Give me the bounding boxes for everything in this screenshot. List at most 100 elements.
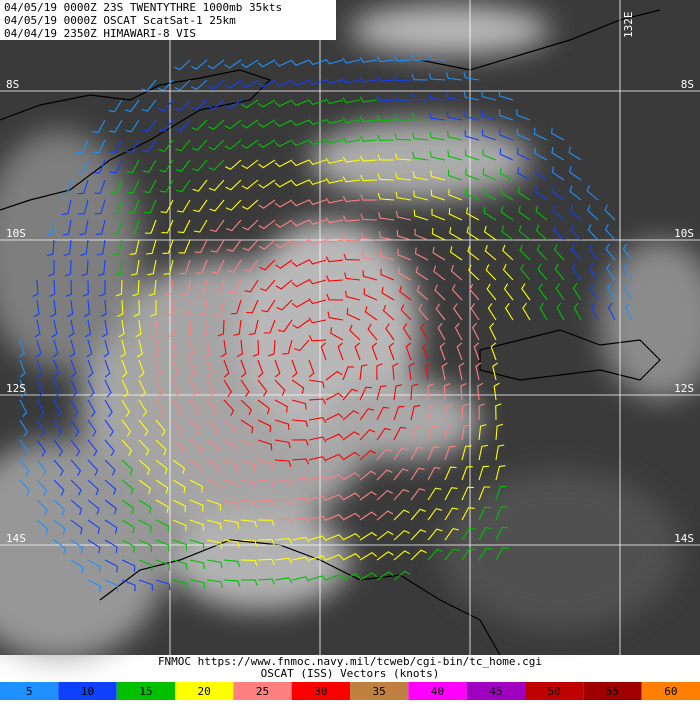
wind-barb [70, 359, 77, 378]
wind-barb [113, 239, 123, 256]
wind-barb [473, 342, 480, 361]
wind-barb [189, 479, 203, 493]
wind-barb [308, 436, 327, 443]
wind-barb [291, 139, 310, 147]
wind-barb [240, 499, 257, 509]
wind-barb [444, 527, 460, 541]
wind-barb [258, 219, 276, 230]
wind-barb [274, 577, 293, 584]
wind-barb [64, 259, 72, 277]
wind-barb [325, 118, 344, 125]
wind-barb [291, 379, 305, 394]
wind-barb [175, 139, 191, 152]
wind-barb [482, 148, 497, 161]
wind-barb [325, 473, 344, 481]
wind-barb [206, 519, 222, 530]
wind-barb [87, 499, 100, 515]
wind-barb [153, 339, 160, 358]
wind-barb [121, 399, 130, 418]
wind-barb [87, 559, 101, 573]
wind-barb [539, 302, 548, 321]
wind-barb [308, 179, 327, 186]
wind-barb [377, 173, 395, 181]
wind-barb [428, 53, 446, 61]
wind-barb [223, 519, 240, 529]
wind-barb [217, 319, 225, 337]
wind-barb [395, 191, 412, 201]
wind-barb [242, 239, 259, 251]
wind-barb [146, 239, 157, 255]
footer-line: FNMOC https://www.fnmoc.navy.mil/tcweb/c… [158, 655, 542, 668]
wind-barb [308, 139, 327, 146]
wind-barb [155, 499, 169, 513]
wind-barb [121, 379, 129, 398]
wind-barb [224, 139, 242, 150]
wind-barb [104, 539, 118, 553]
wind-barb [19, 379, 27, 398]
wind-barb [166, 299, 174, 317]
wind-barb [70, 499, 83, 515]
wind-barb [53, 459, 64, 477]
wind-barb [428, 73, 446, 81]
wind-barb [276, 299, 293, 311]
wind-barb [174, 119, 191, 132]
wind-barb [70, 559, 84, 574]
wind-barb [291, 259, 310, 267]
wind-barb [535, 224, 548, 241]
wind-barb [359, 491, 377, 501]
wind-barb [394, 74, 412, 82]
wind-barb [461, 527, 476, 541]
wind-barb [572, 283, 582, 301]
wind-barb [325, 574, 344, 581]
wind-barb [240, 399, 252, 416]
wind-barb [208, 139, 225, 151]
wind-barb [292, 319, 310, 329]
wind-barb [376, 427, 391, 441]
header-line: 04/05/19 0000Z OSCAT ScatSat-1 25km [4, 14, 236, 27]
wind-barb [94, 199, 106, 215]
wind-barb [257, 519, 275, 527]
wind-barb [104, 379, 112, 398]
wind-barb [483, 225, 497, 241]
wind-barb [104, 419, 114, 437]
wind-barb [359, 511, 377, 521]
wind-barb [379, 250, 395, 261]
wind-barb [104, 359, 111, 378]
wind-barb [109, 139, 123, 153]
wind-barb [495, 444, 505, 461]
wind-barb [125, 139, 140, 153]
wind-barb [487, 303, 497, 321]
wind-barb [376, 469, 393, 481]
wind-barb [342, 156, 361, 163]
wind-barb [623, 263, 633, 281]
wind-barb [127, 199, 140, 214]
wind-barb [590, 302, 599, 321]
wind-barb [162, 239, 174, 254]
wind-barb [291, 79, 310, 86]
wind-barb [502, 244, 514, 261]
wind-barb [344, 272, 361, 281]
wind-barb [258, 239, 276, 250]
wind-barb [240, 419, 254, 434]
wind-barb [471, 322, 480, 341]
legend-label: 45 [489, 685, 502, 698]
wind-barb [190, 59, 208, 70]
wind-barb [500, 186, 514, 201]
header-box [0, 0, 336, 40]
wind-barb [138, 399, 148, 417]
wind-barb [120, 339, 127, 358]
wind-barb [128, 219, 140, 235]
wind-barb [291, 516, 310, 523]
legend-swatch [583, 682, 642, 700]
wind-barb [308, 379, 325, 389]
wind-barb [53, 539, 66, 555]
wind-barb [393, 55, 412, 62]
wind-barb [482, 168, 497, 181]
wind-barb [260, 279, 276, 292]
wind-barb [121, 579, 136, 592]
wind-barb [226, 239, 242, 252]
wind-barb [191, 99, 208, 111]
wind-barb [81, 259, 89, 277]
wind-barb [437, 322, 446, 341]
